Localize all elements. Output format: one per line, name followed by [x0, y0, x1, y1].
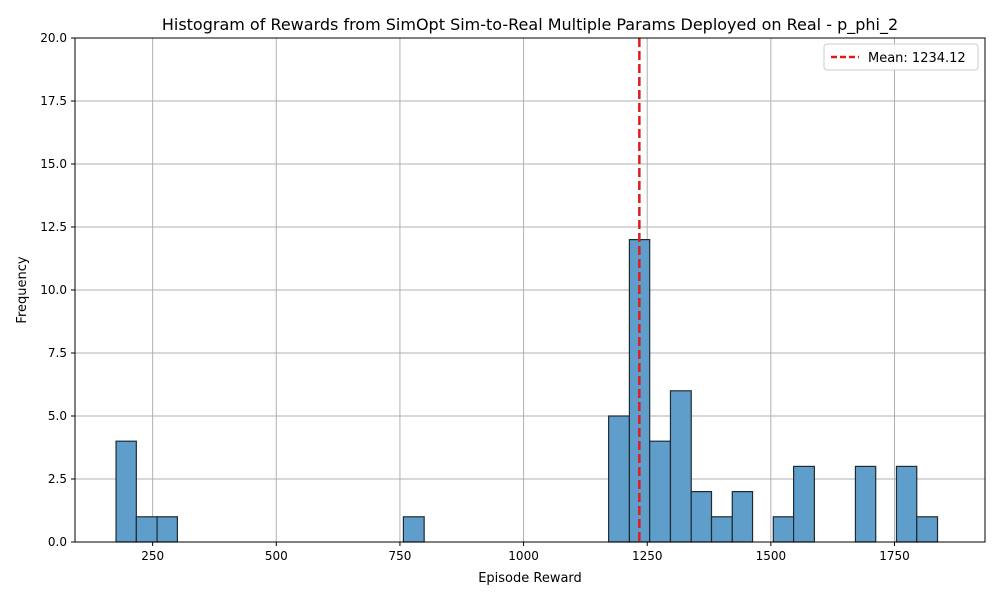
legend-label: Mean: 1234.12 [868, 51, 966, 66]
y-tick-label: 17.5 [40, 94, 67, 108]
x-axis-ticks: 250 500 750 1000 1250 1500 1750 [141, 542, 910, 563]
histogram-bar [608, 415, 631, 543]
histogram-bar [156, 516, 178, 543]
y-tick-label: 0.0 [48, 535, 67, 549]
y-tick-label: 20.0 [40, 31, 67, 45]
chart-title: Histogram of Rewards from SimOpt Sim-to-… [162, 15, 898, 35]
y-axis-label: Frequency [15, 256, 30, 323]
histogram-bar [710, 516, 733, 543]
histogram-bar [115, 440, 137, 543]
histogram-bar [895, 465, 918, 543]
histogram-bar [690, 491, 713, 543]
y-tick-label: 2.5 [48, 472, 67, 486]
histogram-bar [669, 390, 692, 543]
x-tick-label: 1500 [756, 549, 787, 563]
x-tick-label: 1000 [508, 549, 539, 563]
histogram-bar [793, 465, 815, 543]
y-tick-label: 7.5 [48, 346, 67, 360]
x-tick-label: 1250 [632, 549, 663, 563]
x-tick-label: 750 [388, 549, 411, 563]
x-tick-label: 1750 [879, 549, 910, 563]
histogram-bar [731, 491, 754, 543]
y-tick-label: 15.0 [40, 157, 67, 171]
y-tick-label: 10.0 [40, 283, 67, 297]
histogram-bar [772, 516, 795, 543]
x-axis-label: Episode Reward [478, 571, 582, 586]
histogram-bar [402, 516, 425, 543]
histogram-bar [854, 465, 877, 543]
y-tick-label: 5.0 [48, 409, 67, 423]
histogram-bar [649, 440, 672, 543]
histogram-bar [135, 516, 158, 543]
legend-box [823, 43, 979, 71]
x-tick-label: 250 [141, 549, 164, 563]
legend: Mean: 1234.12 [823, 43, 979, 71]
x-tick-label: 500 [265, 549, 288, 563]
y-axis-ticks: 0.0 2.5 5.0 7.5 10.0 12.5 15.0 17.5 20.0 [40, 31, 75, 549]
histogram-bars [115, 239, 939, 543]
y-tick-label: 12.5 [40, 220, 67, 234]
grid-lines [75, 37, 985, 543]
histogram-bar [916, 516, 939, 543]
